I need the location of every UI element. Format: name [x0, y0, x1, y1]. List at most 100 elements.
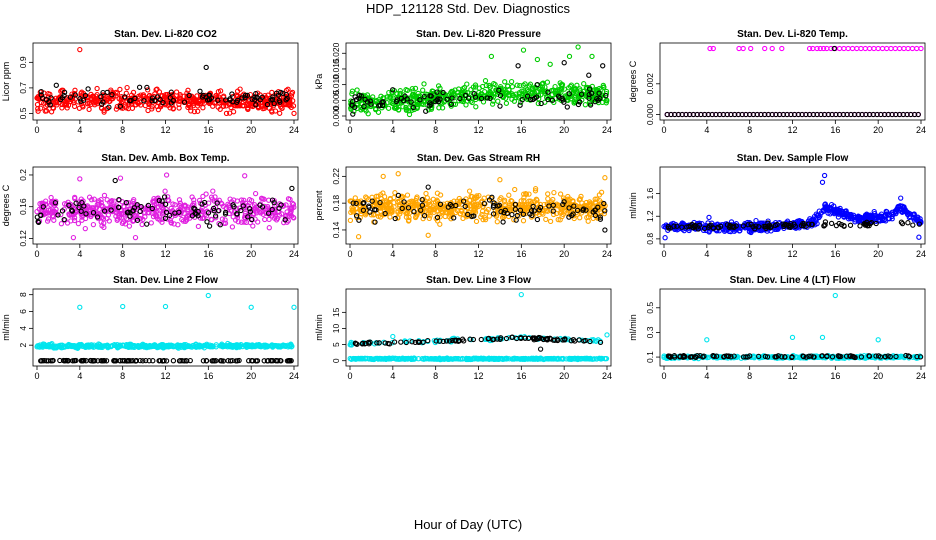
data-point-s1 [125, 200, 132, 206]
data-point-s1 [254, 342, 260, 349]
data-point-s2 [745, 222, 751, 228]
data-point-s2 [600, 63, 606, 69]
data-point-s1 [916, 234, 922, 240]
data-point-s2 [417, 97, 423, 103]
data-point-s2 [130, 208, 136, 214]
data-point-s1 [893, 209, 899, 215]
data-point-s1 [119, 220, 126, 226]
data-point-s3 [403, 339, 409, 346]
data-point-s1 [452, 355, 458, 362]
data-point-s1 [130, 198, 136, 204]
data-point-s1 [909, 45, 916, 52]
data-point-s1 [404, 192, 411, 198]
data-point-s2 [785, 222, 792, 229]
data-point-s2 [242, 92, 249, 98]
data-point-s2 [509, 211, 515, 218]
data-point-s2 [356, 217, 362, 223]
data-point-s1 [157, 103, 164, 109]
x-tick-label: 12 [473, 371, 483, 381]
data-point-s1 [172, 202, 178, 208]
data-point-s1 [200, 105, 206, 111]
y-axis-label: degrees C [1, 184, 11, 226]
data-point-s2 [451, 215, 457, 221]
data-point-s1 [516, 356, 523, 362]
data-point-s2 [78, 208, 84, 214]
data-point-s1 [231, 197, 237, 203]
data-point-s1 [114, 342, 121, 348]
data-point-s2 [550, 208, 556, 214]
data-point-s1 [376, 356, 383, 362]
data-point-s1 [508, 197, 514, 204]
data-point-s1 [706, 214, 712, 221]
data-point-s2 [63, 357, 69, 364]
data-point-s1 [105, 212, 112, 218]
data-point-s1 [217, 106, 223, 112]
data-point-s2 [419, 202, 426, 208]
data-point-s1 [383, 205, 390, 212]
data-point-s1 [483, 208, 490, 215]
data-point-s1 [193, 98, 199, 104]
data-point-s2 [828, 220, 835, 227]
data-point-s2 [141, 98, 147, 104]
data-point-s1 [710, 45, 716, 52]
data-point-s1 [779, 45, 785, 52]
data-point-s2 [361, 103, 367, 110]
data-point-s1 [511, 93, 517, 99]
data-point-s1 [61, 201, 68, 207]
data-point-s1 [423, 190, 429, 197]
data-point-s2 [546, 203, 552, 209]
data-point-s1 [277, 110, 283, 116]
data-point-s1 [474, 194, 480, 201]
x-tick-label: 8 [433, 371, 438, 381]
data-point-s1 [101, 192, 108, 199]
data-point-s2 [209, 358, 215, 364]
data-point-s1 [599, 99, 606, 106]
data-point-s2 [215, 97, 221, 103]
x-tick-label: 20 [246, 249, 256, 259]
data-point-s1 [165, 344, 172, 350]
plot-frame [659, 42, 926, 121]
data-point-s1 [535, 100, 541, 107]
data-point-s1 [762, 45, 768, 52]
data-point-s3 [367, 339, 373, 345]
data-point-s2 [753, 223, 759, 229]
data-point-s1 [482, 216, 489, 223]
data-point-s1 [520, 218, 527, 224]
data-point-s2 [261, 358, 267, 364]
data-point-s1 [130, 89, 137, 96]
data-point-s1 [175, 342, 181, 348]
data-point-s2 [176, 209, 182, 215]
data-point-s1 [66, 341, 72, 348]
data-point-s1 [388, 95, 394, 101]
data-point-s1 [130, 213, 136, 219]
data-point-s1 [410, 199, 416, 205]
data-point-s1 [521, 195, 527, 201]
data-point-s1 [202, 202, 208, 208]
data-point-s1 [227, 342, 233, 348]
data-point-s1 [149, 106, 155, 112]
data-point-s1 [388, 207, 394, 213]
data-point-s2 [101, 208, 108, 214]
data-point-s1 [191, 108, 198, 115]
data-point-s1 [123, 216, 130, 222]
data-point-s1 [246, 343, 252, 349]
data-point-s1 [235, 344, 241, 350]
data-point-s2 [792, 223, 798, 229]
data-point-s1 [196, 197, 203, 204]
data-point-s1 [437, 214, 443, 220]
data-point-s1 [505, 83, 511, 89]
data-point-s1 [90, 93, 97, 100]
data-point-s1 [177, 96, 184, 102]
data-point-s2 [822, 222, 828, 228]
data-point-s1 [395, 171, 401, 177]
data-point-s2 [55, 212, 61, 218]
data-point-s1 [492, 210, 499, 217]
data-point-s1 [261, 196, 267, 202]
data-point-s1 [77, 46, 83, 53]
data-point-s1 [378, 93, 384, 99]
data-point-s1 [854, 45, 860, 52]
data-point-s2 [587, 102, 594, 108]
data-point-s3 [453, 337, 459, 343]
data-point-s1 [272, 342, 278, 349]
